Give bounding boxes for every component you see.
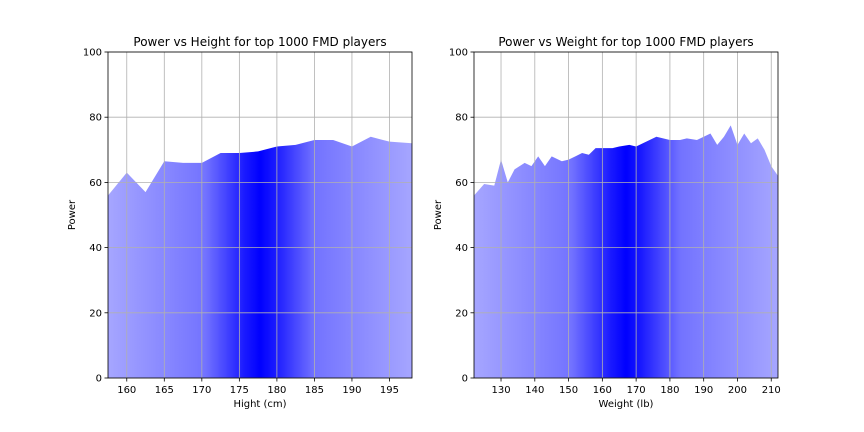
x-tick-label: 165 xyxy=(155,385,174,396)
x-tick-label: 180 xyxy=(660,385,679,396)
x-tick-label: 195 xyxy=(380,385,399,396)
y-tick-label: 100 xyxy=(449,48,468,59)
y-tick-label: 20 xyxy=(89,308,102,319)
chart-title: Power vs Weight for top 1000 FMD players xyxy=(498,35,753,49)
height-chart: Power vs Height for top 1000 FMD players… xyxy=(67,35,413,410)
x-tick-label: 210 xyxy=(762,385,781,396)
x-tick-label: 130 xyxy=(491,385,510,396)
x-tick-label: 170 xyxy=(192,385,211,396)
x-tick-label: 160 xyxy=(117,385,136,396)
y-tick-label: 20 xyxy=(455,308,468,319)
y-tick-label: 100 xyxy=(83,48,102,59)
area-series xyxy=(108,136,412,378)
x-tick-label: 200 xyxy=(728,385,747,396)
y-axis-label: Power xyxy=(433,199,444,230)
y-tick-label: 80 xyxy=(455,113,468,124)
x-tick-label: 180 xyxy=(267,385,286,396)
y-tick-label: 0 xyxy=(462,374,468,385)
x-tick-label: 175 xyxy=(230,385,249,396)
x-tick-label: 140 xyxy=(525,385,544,396)
y-tick-label: 40 xyxy=(455,243,468,254)
chart-title: Power vs Height for top 1000 FMD players xyxy=(133,35,386,49)
x-tick-label: 185 xyxy=(305,385,324,396)
plot-frame xyxy=(107,51,413,379)
x-axis-label: Weight (lb) xyxy=(599,399,654,410)
y-tick-label: 60 xyxy=(89,178,102,189)
x-tick-label: 160 xyxy=(593,385,612,396)
x-tick-label: 190 xyxy=(694,385,713,396)
y-axis-label: Power xyxy=(67,199,78,230)
y-tick-label: 80 xyxy=(89,113,102,124)
x-tick-label: 190 xyxy=(342,385,361,396)
y-tick-label: 60 xyxy=(455,178,468,189)
plot-frame xyxy=(473,51,779,379)
weight-chart: Power vs Weight for top 1000 FMD players… xyxy=(433,35,781,410)
x-axis-label: Hight (cm) xyxy=(233,399,286,410)
area-series xyxy=(474,125,778,378)
x-tick-label: 170 xyxy=(627,385,646,396)
x-tick-label: 150 xyxy=(559,385,578,396)
y-tick-label: 0 xyxy=(96,374,102,385)
y-tick-label: 40 xyxy=(89,243,102,254)
